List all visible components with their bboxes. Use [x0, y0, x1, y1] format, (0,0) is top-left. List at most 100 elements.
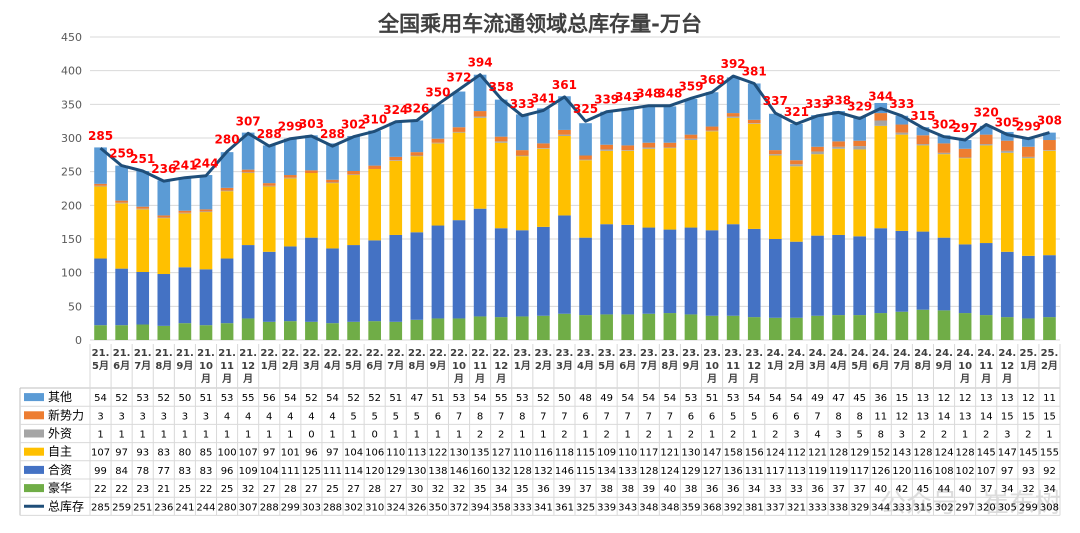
x-tick-label: 23. [682, 348, 700, 359]
x-tick-label: 24. [766, 348, 784, 359]
table-cell: 49 [811, 393, 824, 404]
bar-segment [853, 315, 866, 340]
bar-segment [663, 148, 677, 230]
bar-segment [1022, 138, 1035, 147]
bar-segment [389, 156, 403, 161]
table-cell: 145 [977, 448, 996, 459]
bar-segment [1043, 317, 1056, 340]
table-cell: 7 [498, 411, 504, 422]
bar-segment [284, 246, 297, 322]
table-cell: 128 [913, 448, 932, 459]
table-cell: 107 [91, 448, 110, 459]
x-tick-label: 4月 [324, 360, 341, 372]
x-tick-label: 23. [513, 348, 531, 359]
table-cell: 54 [664, 393, 677, 404]
bar-segment [1043, 150, 1056, 151]
bar-segment [600, 144, 613, 150]
table-cell: 307 [239, 502, 258, 513]
table-cell: 83 [157, 448, 170, 459]
bar-segment [347, 321, 360, 340]
bar-segment [832, 234, 845, 316]
table-cell: 54 [284, 393, 297, 404]
bar-segment [220, 323, 234, 340]
table-cell: 358 [492, 502, 511, 513]
table-cell: 101 [281, 448, 300, 459]
table-cell: 3 [203, 411, 209, 422]
table-cell: 324 [386, 502, 405, 513]
table-cell: 52 [157, 393, 170, 404]
table-cell: 8 [477, 411, 483, 422]
total-data-label: 350 [425, 85, 450, 99]
bar-segment [769, 150, 782, 155]
table-cell: 28 [284, 484, 297, 495]
chart-title: 全国乘用车流通领域总库存量-万台 [378, 12, 702, 36]
bar-segment [747, 83, 761, 120]
table-cell: 111 [323, 466, 342, 477]
table-cell: 288 [323, 502, 342, 513]
table-cell: 112 [787, 448, 806, 459]
bar-segment [663, 147, 677, 149]
table-cell: 12 [959, 393, 972, 404]
bar-segment [389, 321, 403, 340]
x-tick-label: 22. [324, 348, 342, 359]
x-tick-label: 21. [218, 348, 236, 359]
table-cell: 127 [703, 466, 722, 477]
x-tick-label: 2月 [282, 360, 299, 372]
table-cell: 1 [582, 430, 588, 441]
table-cell: 52 [537, 393, 550, 404]
table-cell: 97 [115, 448, 128, 459]
table-cell: 1 [456, 430, 462, 441]
x-tick-label: 2月 [1041, 360, 1058, 372]
bar-segment [1000, 251, 1014, 318]
bar-segment [979, 243, 993, 316]
table-cell: 325 [576, 502, 595, 513]
bar-segment [832, 141, 845, 147]
x-tick-label: 21. [155, 348, 173, 359]
bar-segment [579, 237, 592, 316]
bar-segment [979, 145, 993, 244]
bar-segment [1022, 318, 1035, 340]
table-cell: 77 [157, 466, 170, 477]
table-cell: 114 [344, 466, 363, 477]
table-cell: 303 [302, 502, 321, 513]
total-data-label: 297 [953, 121, 978, 135]
bar-segment [853, 146, 866, 150]
table-cell: 53 [727, 393, 740, 404]
table-cell: 155 [1040, 448, 1059, 459]
table-cell: 132 [534, 466, 553, 477]
table-cell: 129 [850, 448, 869, 459]
bar-segment [937, 310, 951, 340]
table-cell: 146 [449, 466, 468, 477]
bar-segment [178, 212, 192, 214]
table-cell: 1 [350, 430, 356, 441]
bar-segment [663, 313, 677, 340]
table-cell: 8 [856, 411, 862, 422]
bar-segment [389, 160, 403, 161]
total-data-label: 344 [868, 89, 893, 103]
bar-segment [326, 323, 339, 340]
bar-segment [621, 109, 635, 146]
x-tick-label: 22. [366, 348, 384, 359]
table-cell: 320 [977, 502, 996, 513]
bar-segment [115, 200, 128, 203]
bar-segment [916, 309, 930, 340]
table-cell: 130 [407, 466, 426, 477]
bar-segment [368, 165, 381, 169]
table-cell: 2 [983, 430, 989, 441]
table-cell: 106 [365, 448, 384, 459]
x-tick-label: 月 [706, 373, 717, 385]
table-cell: 244 [196, 502, 215, 513]
bar-segment [537, 143, 550, 149]
table-cell: 104 [260, 466, 279, 477]
x-tick-label: 24. [914, 348, 932, 359]
bar-segment [262, 145, 276, 184]
x-tick-label: 10 [452, 361, 466, 372]
bar-segment [347, 245, 360, 322]
table-cell: 124 [934, 448, 953, 459]
bar-segment [769, 155, 782, 239]
bar-segment [916, 145, 930, 232]
table-cell: 7 [625, 411, 631, 422]
bar-segment [537, 148, 550, 149]
bar-segment [473, 117, 487, 209]
bar-segment [979, 144, 993, 146]
